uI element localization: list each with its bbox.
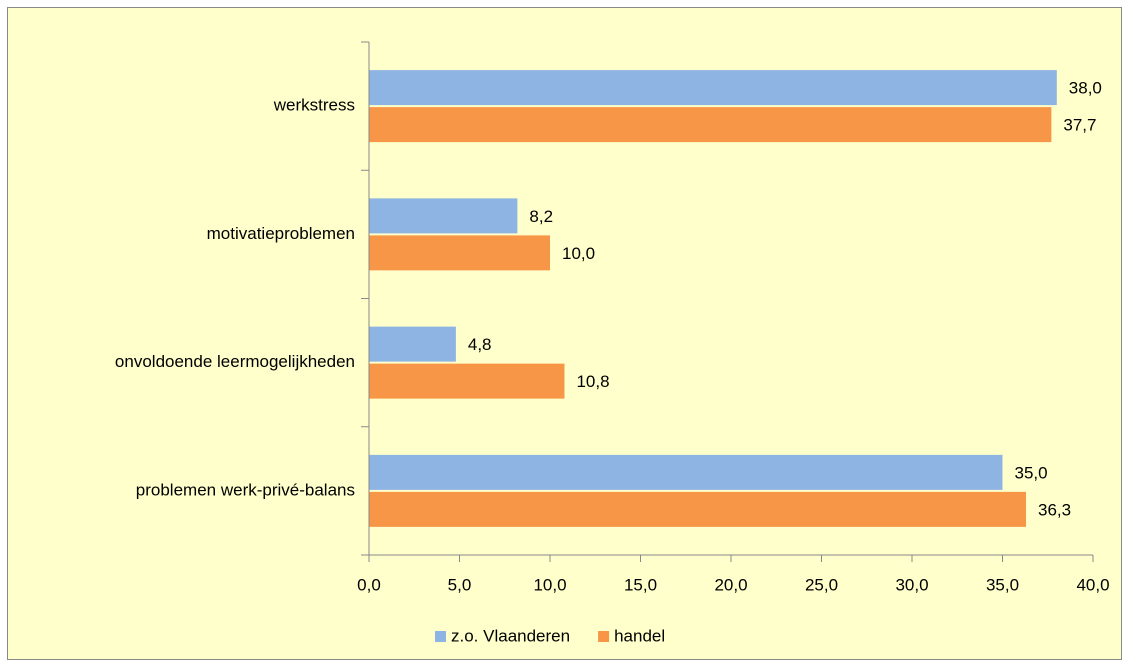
legend-swatch: [435, 631, 446, 642]
x-tick-label: 30,0: [895, 575, 928, 594]
value-label: 10,0: [562, 244, 595, 263]
bar: [369, 454, 1003, 490]
x-tick-label: 10,0: [533, 575, 566, 594]
x-tick-label: 20,0: [714, 575, 747, 594]
bar: [369, 70, 1057, 106]
chart-frame: [7, 7, 1122, 660]
value-label: 36,3: [1038, 500, 1071, 519]
value-label: 8,2: [529, 207, 553, 226]
x-tick-label: 0,0: [357, 575, 381, 594]
bar: [369, 363, 565, 399]
category-label: werkstress: [273, 96, 355, 115]
legend-label: handel: [614, 626, 665, 645]
bar: [369, 235, 550, 271]
bar: [369, 491, 1027, 527]
x-tick-label: 40,0: [1076, 575, 1109, 594]
value-label: 37,7: [1063, 116, 1096, 135]
value-label: 35,0: [1015, 463, 1048, 482]
bar: [369, 326, 456, 362]
legend-label: z.o. Vlaanderen: [451, 626, 570, 645]
category-label: problemen werk-privé-balans: [136, 480, 355, 499]
legend-swatch: [598, 631, 610, 642]
bar: [369, 107, 1052, 143]
category-label: onvoldoende leermogelijkheden: [115, 352, 355, 371]
x-tick-label: 25,0: [805, 575, 838, 594]
value-label: 10,8: [576, 372, 609, 391]
category-label: motivatieproblemen: [207, 224, 355, 243]
value-label: 38,0: [1069, 79, 1102, 98]
bar: [369, 198, 518, 234]
x-tick-label: 15,0: [624, 575, 657, 594]
x-tick-label: 5,0: [448, 575, 472, 594]
value-label: 4,8: [468, 335, 492, 354]
x-tick-label: 35,0: [986, 575, 1019, 594]
